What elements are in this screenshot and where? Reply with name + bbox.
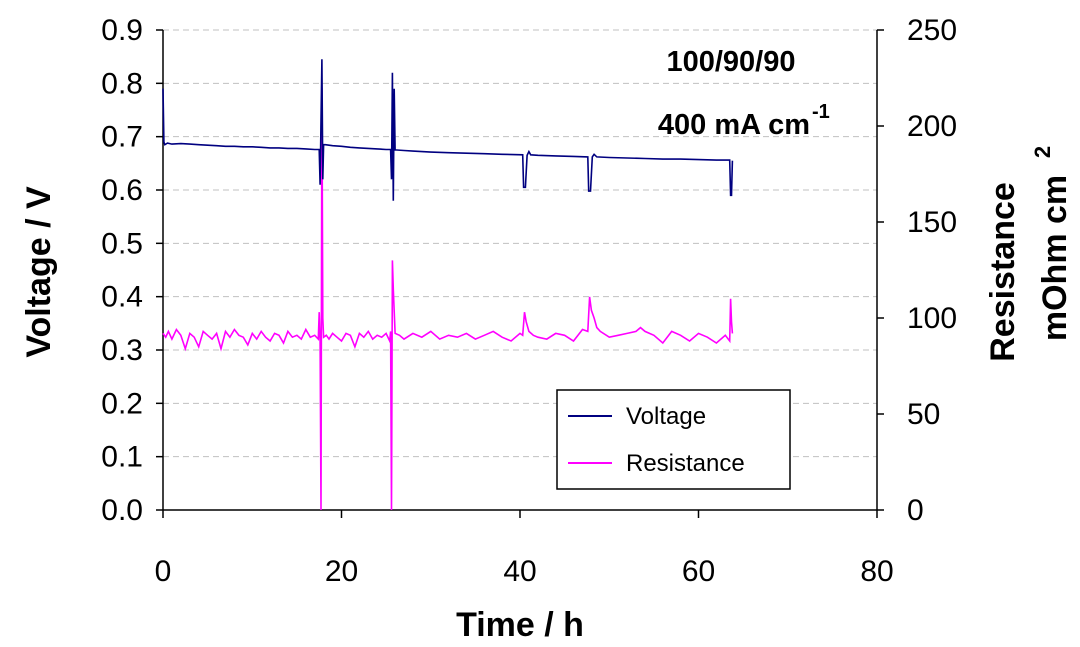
series-line-resistance bbox=[162, 87, 734, 511]
series-line-voltage bbox=[162, 59, 734, 201]
y-tick-label-5: 0.5 bbox=[101, 227, 143, 260]
y2-tick-label-5: 250 bbox=[907, 14, 957, 47]
x-tick-label-4: 80 bbox=[860, 555, 893, 588]
x-tick-label-1: 20 bbox=[325, 555, 358, 588]
y-tick-label-6: 0.6 bbox=[101, 174, 143, 207]
x-axis-title: Time / h bbox=[456, 606, 584, 644]
y-tick-label-2: 0.2 bbox=[101, 387, 143, 420]
y2-tick-label-2: 100 bbox=[907, 302, 957, 335]
legend-label-resistance: Resistance bbox=[626, 450, 745, 477]
annotation-current-density-main: 400 mA cm bbox=[658, 109, 810, 141]
y2-tick-label-4: 200 bbox=[907, 110, 957, 143]
y-tick-label-7: 0.7 bbox=[101, 121, 143, 154]
y2-axis-title-line1: Resistance bbox=[984, 182, 1022, 362]
annotation-current-density: 400 mA cm bbox=[658, 109, 810, 141]
y-tick-label-4: 0.4 bbox=[101, 281, 143, 314]
y2-axis-title-exponent: 2 bbox=[1030, 146, 1055, 158]
annotation-condition: 100/90/90 bbox=[666, 46, 795, 78]
legend-label-voltage: Voltage bbox=[626, 403, 706, 430]
x-tick-label-2: 40 bbox=[503, 555, 536, 588]
annotation-current-density-exponent: -1 bbox=[812, 101, 830, 123]
y2-axis-title-line2: mOhm cm bbox=[1036, 175, 1074, 341]
legend-box bbox=[556, 389, 791, 490]
y-tick-label-9: 0.9 bbox=[101, 14, 143, 47]
x-tick-label-0: 0 bbox=[155, 555, 172, 588]
y-tick-label-3: 0.3 bbox=[101, 334, 143, 367]
tick-labels: 0.0 0.1 0.2 0.3 0.4 0.5 0.6 0.7 0.8 0.9 0 50 100 150 2… bbox=[101, 14, 957, 588]
y-axis-title: Voltage / V bbox=[20, 186, 58, 358]
plot-area bbox=[162, 59, 734, 511]
y-tick-label-8: 0.8 bbox=[101, 67, 143, 100]
y2-tick-label-1: 50 bbox=[907, 398, 940, 431]
y2-tick-label-0: 0 bbox=[907, 494, 924, 527]
legend: Voltage Resistance bbox=[556, 389, 791, 490]
y2-tick-label-3: 150 bbox=[907, 206, 957, 239]
y-tick-label-0: 0.0 bbox=[101, 494, 143, 527]
y-tick-label-1: 0.1 bbox=[101, 441, 143, 474]
x-tick-label-3: 60 bbox=[682, 555, 715, 588]
